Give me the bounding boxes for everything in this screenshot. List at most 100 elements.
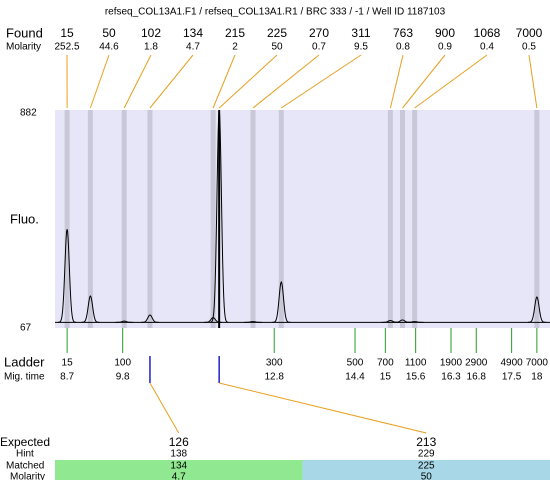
found-size: 763 [393, 26, 413, 40]
found-size: 102 [141, 26, 161, 40]
matched-size: 134 [170, 461, 187, 472]
found-size: 215 [225, 26, 245, 40]
plot-panel [55, 110, 550, 328]
peak-band [147, 110, 153, 328]
peak-band [534, 110, 540, 328]
matched-molarity: 50 [421, 472, 433, 480]
peak-band [412, 110, 418, 328]
ladder-size: 1900 [440, 358, 463, 369]
expected-molarity-label: Molarity [10, 472, 45, 480]
found-molarity: 0.4 [480, 42, 494, 53]
expected-size: 213 [416, 435, 436, 449]
found-size: 50 [102, 26, 116, 40]
ladder-time: 16.3 [441, 372, 461, 383]
found-size: 1068 [474, 26, 501, 40]
leader-line [414, 54, 488, 109]
found-size: 900 [435, 26, 455, 40]
found-molarity: 0.5 [522, 42, 536, 53]
fluo-label: Fluo. [10, 211, 39, 226]
ladder-label: Ladder [4, 354, 45, 369]
found-molarity: 50 [271, 42, 283, 53]
leader-line [402, 54, 446, 109]
trace-peak [81, 295, 100, 323]
hint-size: 138 [170, 449, 187, 460]
ladder-time: 16.8 [467, 372, 487, 383]
found-size: 311 [351, 26, 370, 40]
found-label: Found [6, 25, 43, 40]
peak-band [250, 110, 256, 328]
title: refseq_COL13A1.F1 / refseq_COL13A1.R1 / … [105, 7, 446, 18]
ladder-size: 2900 [465, 358, 488, 369]
expected-leader [219, 382, 427, 434]
leader-line [89, 54, 110, 109]
found-molarity: 4.7 [186, 42, 200, 53]
y-tick-label: 882 [20, 108, 37, 119]
found-size: 270 [309, 26, 329, 40]
expected-leader [149, 382, 180, 434]
ladder-size: 700 [377, 358, 394, 369]
peak-band [121, 110, 127, 328]
ladder-size: 1100 [405, 358, 427, 369]
trace-peak [405, 321, 424, 323]
ladder-time: 15.6 [406, 372, 426, 383]
ladder-size: 300 [266, 358, 283, 369]
ladder-time: 8.7 [60, 372, 74, 383]
found-size: 7000 [516, 26, 543, 40]
peak-band [210, 110, 216, 328]
ladder-time: 17.5 [502, 372, 522, 383]
matched-molarity: 4.7 [172, 472, 186, 480]
highlight-band [218, 110, 221, 328]
trace-peak [244, 321, 262, 323]
ladder-size: 100 [114, 358, 131, 369]
ladder-size: 15 [62, 358, 74, 369]
trace-peak [210, 109, 229, 323]
trace-peak [527, 296, 546, 323]
expected-label: Expected [0, 435, 50, 449]
ladder-size: 4900 [500, 358, 523, 369]
found-molarity: 0.7 [312, 42, 326, 53]
leader-line [123, 54, 152, 109]
y-tick-label: 67 [20, 323, 32, 334]
expected-size: 126 [169, 435, 189, 449]
peak-band [87, 110, 93, 328]
leader-line [218, 54, 278, 109]
found-molarity: 0.9 [438, 42, 452, 53]
ladder-size: 7000 [526, 358, 549, 369]
peak-band [400, 110, 406, 328]
matched-band [302, 460, 550, 480]
matched-size: 225 [418, 461, 435, 472]
peak-band [64, 110, 70, 328]
matched-label: Matched [6, 461, 44, 472]
ladder-time: 12.8 [264, 372, 284, 383]
found-molarity: 252.5 [54, 42, 79, 53]
found-size: 15 [60, 26, 74, 40]
found-molarity: 1.8 [144, 42, 158, 53]
leader-line [149, 54, 194, 109]
trace-peak [272, 280, 291, 323]
mig-time-label: Mig. time [4, 372, 45, 383]
molarity-label: Molarity [6, 42, 41, 53]
peak-band [278, 110, 284, 328]
matched-band [55, 460, 303, 480]
peak-band [387, 110, 393, 328]
found-size: 225 [267, 26, 287, 40]
ladder-time: 18 [531, 372, 543, 383]
trace-peak [141, 314, 159, 323]
trace-peak [115, 320, 134, 323]
leader-line [281, 54, 362, 109]
found-molarity: 44.6 [99, 42, 119, 53]
leader-line [212, 54, 236, 109]
leader-line [252, 54, 320, 109]
leader-line [389, 54, 404, 109]
hint-size: 229 [418, 449, 435, 460]
ladder-time: 14.4 [345, 372, 365, 383]
found-molarity: 9.5 [354, 42, 368, 53]
ladder-size: 500 [347, 358, 364, 369]
hint-label: Hint [16, 449, 34, 460]
ladder-time: 9.8 [116, 372, 130, 383]
trace-peak [58, 229, 77, 323]
leader-line [528, 54, 538, 109]
found-molarity: 2 [232, 42, 238, 53]
